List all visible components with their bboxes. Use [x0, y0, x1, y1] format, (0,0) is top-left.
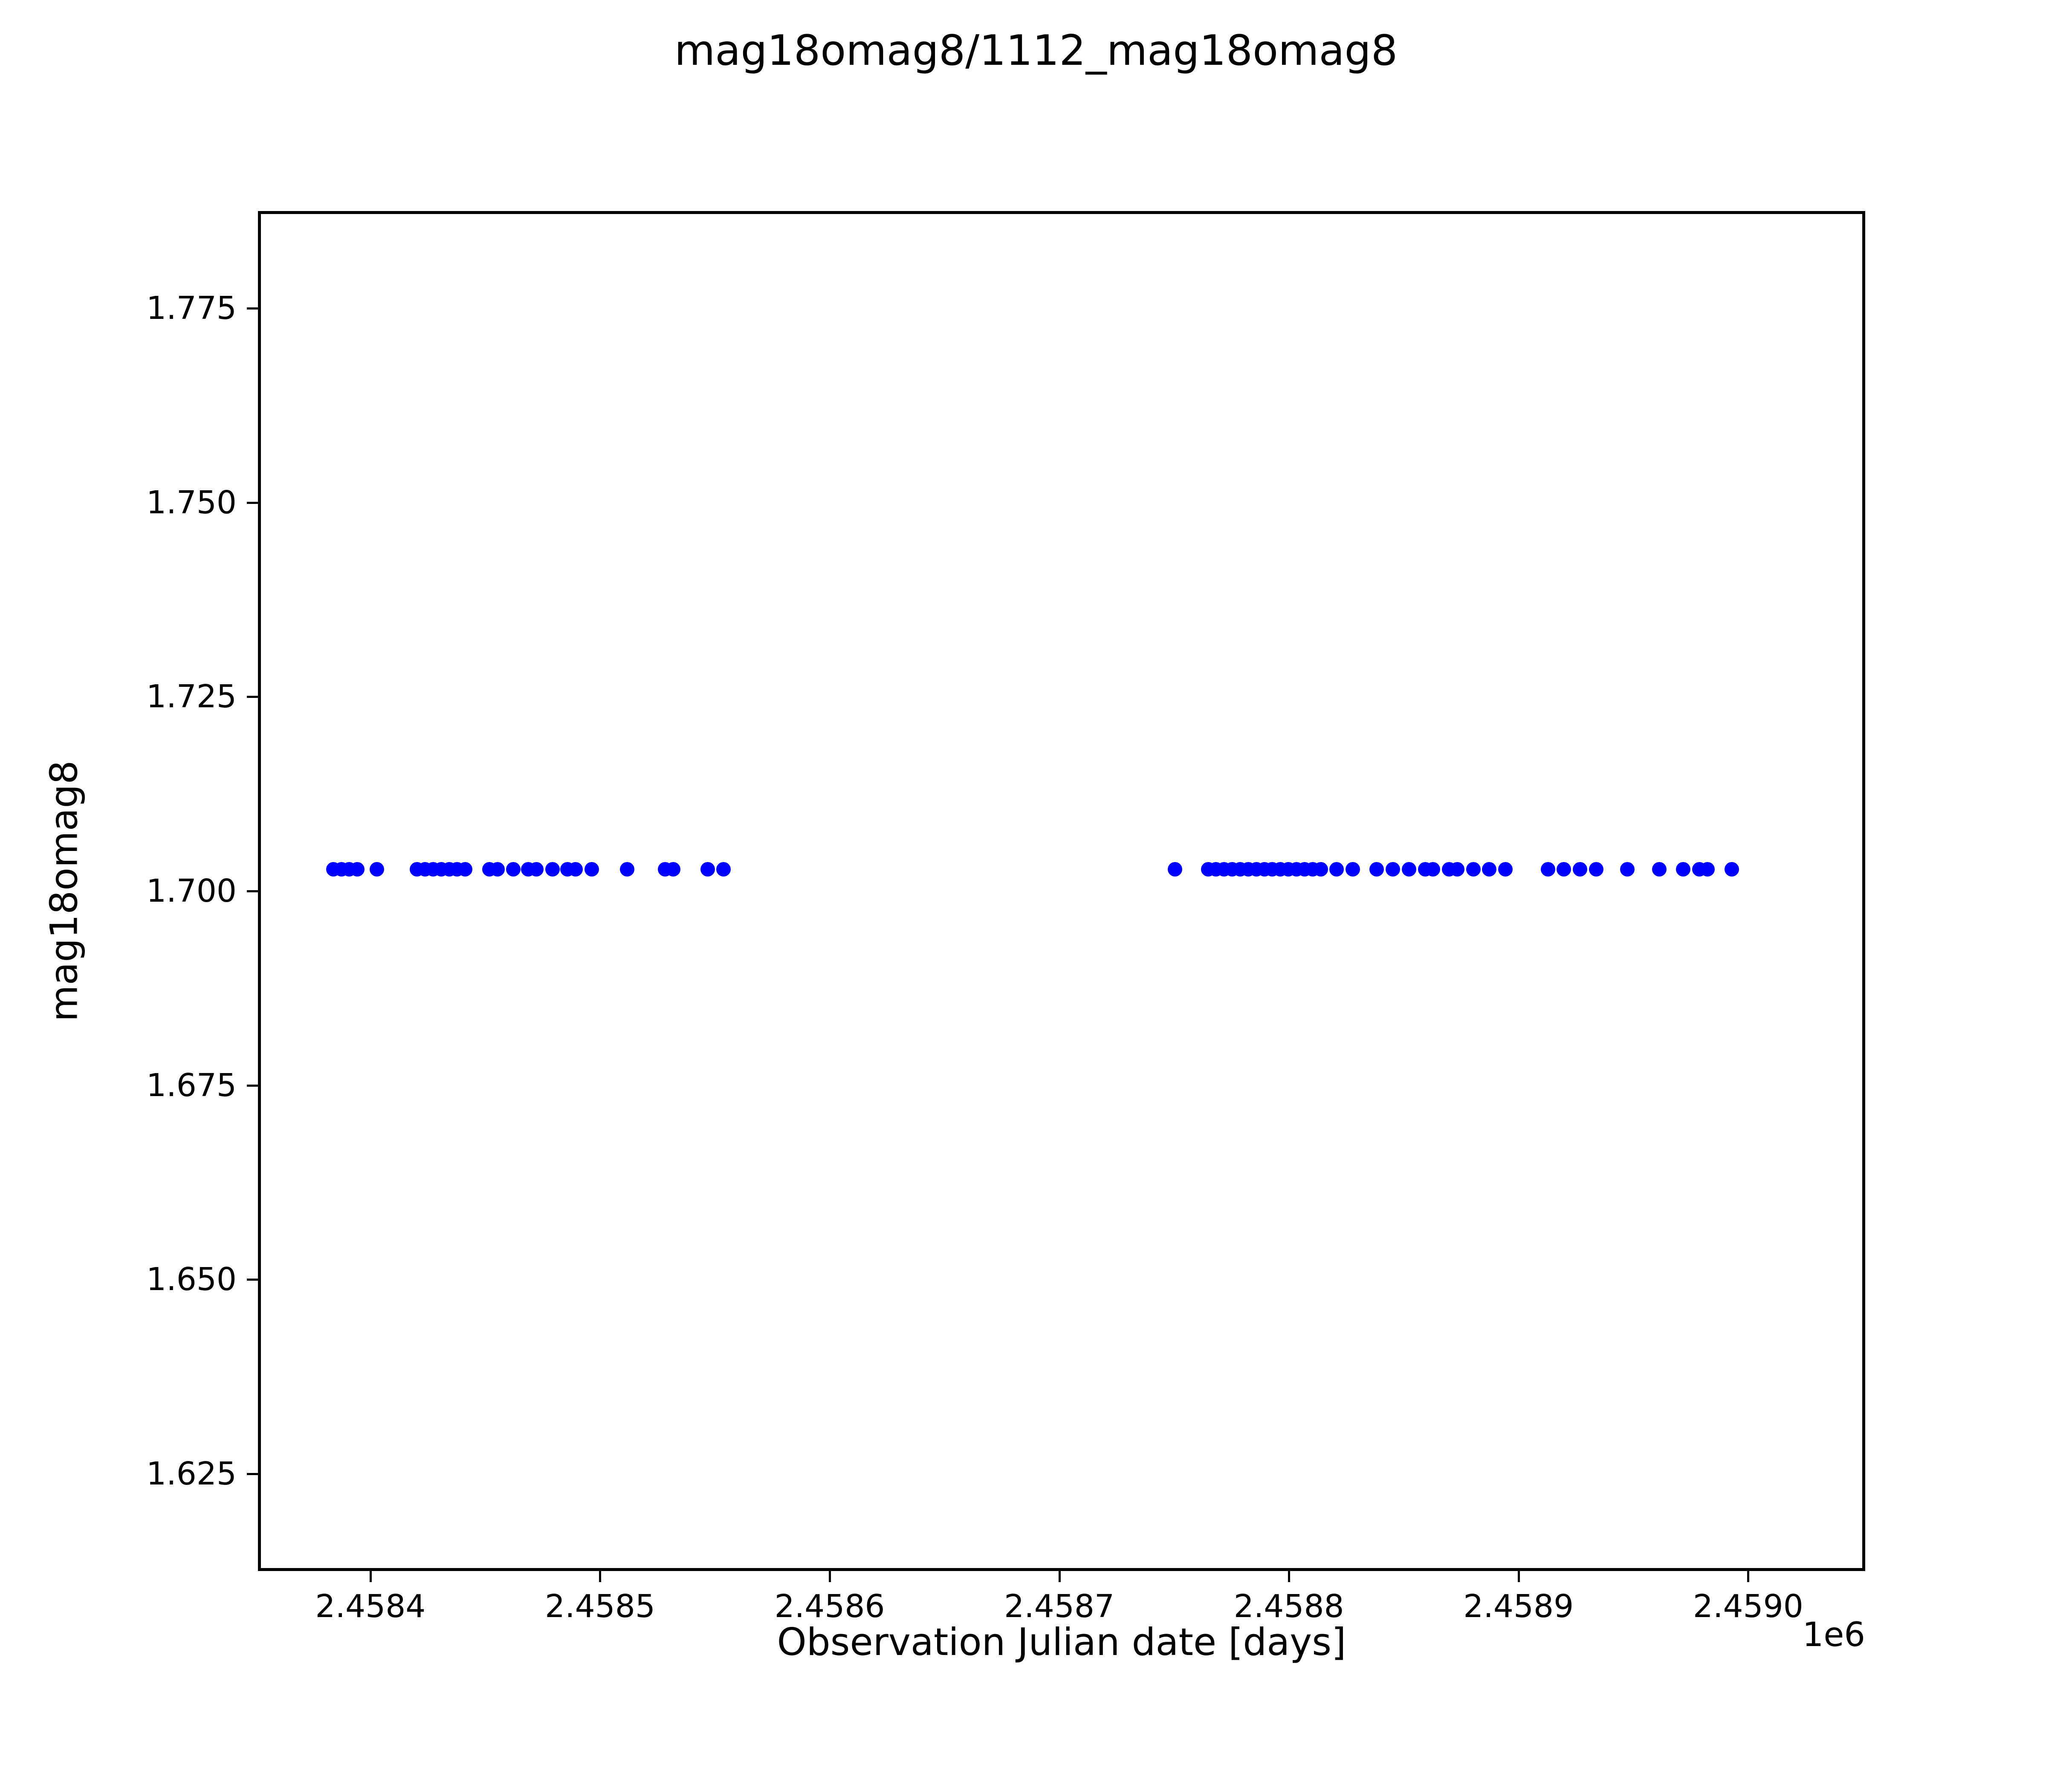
scatter-point [1369, 862, 1384, 877]
scatter-point [1700, 862, 1715, 877]
scatter-point [1589, 862, 1603, 877]
y-tick-label: 1.775 [146, 289, 237, 327]
y-tick-label: 1.750 [146, 484, 237, 521]
x-tick-label: 2.4589 [1463, 1588, 1574, 1625]
scatter-point [1313, 862, 1328, 877]
scatter-point [700, 862, 715, 877]
x-tick-label: 2.4584 [315, 1588, 426, 1625]
y-tick-mark [247, 1084, 258, 1087]
scatter-point [1652, 862, 1667, 877]
scatter-point [568, 862, 583, 877]
scatter-point [1676, 862, 1691, 877]
x-tick-mark [1747, 1571, 1750, 1582]
x-axis-offset-text: 1e6 [1802, 1616, 1865, 1654]
x-axis-label: Observation Julian date [days] [777, 1620, 1346, 1664]
y-tick-mark [247, 1473, 258, 1476]
y-tick-label: 1.725 [146, 678, 237, 715]
x-tick-label: 2.4585 [545, 1588, 655, 1625]
x-tick-label: 2.4588 [1233, 1588, 1344, 1625]
y-tick-mark [247, 1279, 258, 1281]
y-tick-mark [247, 307, 258, 310]
scatter-point [1345, 862, 1360, 877]
scatter-point [1329, 862, 1344, 877]
x-tick-label: 2.4587 [1004, 1588, 1115, 1625]
scatter-point [529, 862, 544, 877]
y-tick-label: 1.625 [146, 1455, 237, 1493]
x-tick-mark [1058, 1571, 1061, 1582]
y-axis-label: mag18omag8 [42, 760, 86, 1022]
scatter-point [584, 862, 599, 877]
scatter-point [620, 862, 635, 877]
plot-area[interactable] [258, 211, 1865, 1571]
scatter-point [1573, 862, 1588, 877]
x-tick-label: 2.4586 [774, 1588, 885, 1625]
scatter-series-layer [261, 214, 1862, 1568]
scatter-point [1466, 862, 1481, 877]
page-title: mag18omag8/1112_mag18omag8 [674, 26, 1398, 75]
x-tick-mark [829, 1571, 831, 1582]
scatter-point [369, 862, 384, 877]
scatter-point [545, 862, 560, 877]
scatter-point [1450, 862, 1464, 877]
scatter-point [1724, 862, 1739, 877]
x-tick-mark [599, 1571, 602, 1582]
y-tick-mark [247, 890, 258, 892]
scatter-point [1426, 862, 1441, 877]
scatter-point [506, 862, 521, 877]
x-tick-mark [369, 1571, 372, 1582]
scatter-point [1167, 862, 1182, 877]
y-tick-label: 1.650 [146, 1261, 237, 1298]
scatter-point [458, 862, 473, 877]
x-tick-label: 2.4590 [1693, 1588, 1803, 1625]
scatter-point [1401, 862, 1416, 877]
y-tick-label: 1.700 [146, 873, 237, 909]
scatter-point [490, 862, 505, 877]
x-tick-mark [1288, 1571, 1291, 1582]
scatter-point [1557, 862, 1571, 877]
x-tick-mark [1517, 1571, 1520, 1582]
y-tick-mark [247, 696, 258, 698]
y-tick-label: 1.675 [146, 1067, 237, 1104]
scatter-point [1620, 862, 1635, 877]
y-tick-mark [247, 501, 258, 504]
y-axis-label-wrap: mag18omag8 [0, 211, 128, 1571]
scatter-point [716, 862, 731, 877]
scatter-point [1540, 862, 1555, 877]
scatter-point [1482, 862, 1497, 877]
scatter-point [1386, 862, 1401, 877]
scatter-point [666, 862, 680, 877]
scatter-point [1498, 862, 1513, 877]
scatter-point [350, 862, 365, 877]
